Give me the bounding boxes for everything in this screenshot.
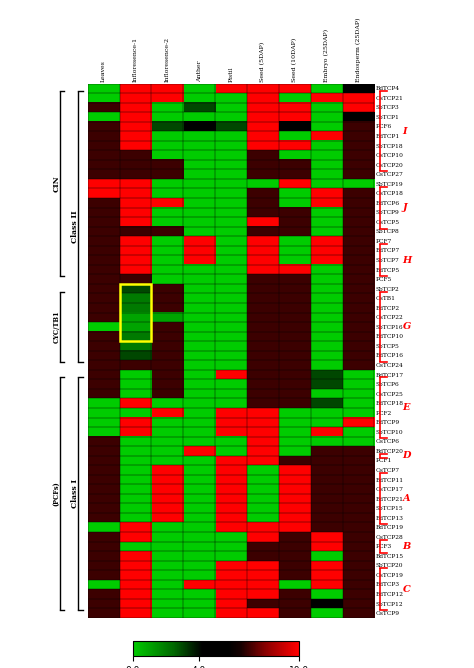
Text: (PCFs): (PCFs) xyxy=(52,482,60,506)
Text: E: E xyxy=(403,403,410,412)
Text: CYC/TB1: CYC/TB1 xyxy=(52,311,60,343)
Text: B: B xyxy=(403,542,411,551)
Text: H: H xyxy=(403,256,412,265)
Text: C: C xyxy=(403,584,410,594)
Bar xyxy=(119,284,151,341)
Text: J: J xyxy=(403,203,407,212)
Text: G: G xyxy=(403,323,411,331)
Text: Class I: Class I xyxy=(71,480,79,508)
Text: I: I xyxy=(403,127,407,136)
Text: CIN: CIN xyxy=(52,176,60,192)
Text: D: D xyxy=(403,451,411,460)
Text: A: A xyxy=(403,494,410,503)
Text: Class II: Class II xyxy=(71,210,79,243)
